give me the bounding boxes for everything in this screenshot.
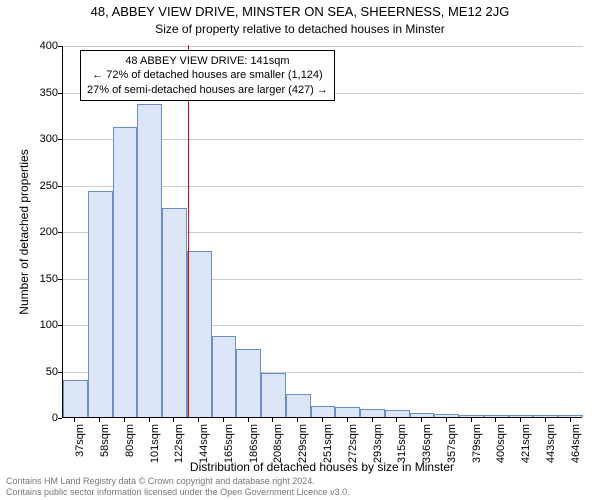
x-tick-mark bbox=[149, 418, 150, 422]
x-tick-label: 400sqm bbox=[495, 424, 507, 464]
y-tick-label: 400 bbox=[22, 40, 58, 52]
histogram-bar bbox=[311, 406, 336, 417]
footer-line-2: Contains public sector information licen… bbox=[6, 487, 350, 498]
annotation-box: 48 ABBEY VIEW DRIVE: 141sqm← 72% of deta… bbox=[80, 50, 335, 101]
plot-area bbox=[62, 46, 582, 418]
y-tick-mark bbox=[58, 279, 62, 280]
x-tick-label: 421sqm bbox=[520, 424, 532, 464]
annotation-line: ← 72% of detached houses are smaller (1,… bbox=[87, 68, 328, 82]
y-tick-mark bbox=[58, 186, 62, 187]
histogram-bar bbox=[509, 415, 534, 417]
x-tick-label: 101sqm bbox=[149, 424, 161, 464]
x-tick-mark bbox=[446, 418, 447, 422]
x-tick-mark bbox=[272, 418, 273, 422]
x-tick-label: 122sqm bbox=[173, 424, 185, 464]
x-tick-mark bbox=[421, 418, 422, 422]
y-tick-label: 150 bbox=[22, 273, 58, 285]
x-tick-mark bbox=[297, 418, 298, 422]
y-tick-mark bbox=[58, 325, 62, 326]
x-tick-mark bbox=[99, 418, 100, 422]
x-tick-label: 293sqm bbox=[372, 424, 384, 464]
histogram-bar bbox=[212, 336, 237, 417]
x-tick-mark bbox=[74, 418, 75, 422]
x-tick-label: 37sqm bbox=[74, 424, 86, 464]
y-tick-label: 50 bbox=[22, 366, 58, 378]
y-tick-label: 200 bbox=[22, 226, 58, 238]
x-tick-label: 272sqm bbox=[347, 424, 359, 464]
histogram-bar bbox=[88, 191, 113, 417]
x-tick-mark bbox=[396, 418, 397, 422]
chart-subtitle: Size of property relative to detached ho… bbox=[0, 22, 600, 36]
x-tick-mark bbox=[545, 418, 546, 422]
x-tick-label: 165sqm bbox=[223, 424, 235, 464]
y-tick-mark bbox=[58, 46, 62, 47]
footer-text: Contains HM Land Registry data © Crown c… bbox=[6, 476, 350, 498]
y-tick-mark bbox=[58, 418, 62, 419]
y-tick-label: 300 bbox=[22, 133, 58, 145]
histogram-bar bbox=[410, 413, 435, 417]
x-tick-mark bbox=[198, 418, 199, 422]
histogram-bar bbox=[434, 414, 459, 417]
histogram-bar bbox=[137, 104, 162, 417]
y-tick-label: 350 bbox=[22, 87, 58, 99]
x-tick-label: 208sqm bbox=[272, 424, 284, 464]
histogram-bar bbox=[63, 380, 88, 417]
chart-title: 48, ABBEY VIEW DRIVE, MINSTER ON SEA, SH… bbox=[0, 4, 600, 19]
x-tick-label: 336sqm bbox=[421, 424, 433, 464]
y-tick-mark bbox=[58, 93, 62, 94]
x-tick-label: 58sqm bbox=[99, 424, 111, 464]
y-tick-label: 250 bbox=[22, 180, 58, 192]
x-tick-mark bbox=[471, 418, 472, 422]
chart-container: 48, ABBEY VIEW DRIVE, MINSTER ON SEA, SH… bbox=[0, 0, 600, 500]
x-tick-mark bbox=[124, 418, 125, 422]
gridline bbox=[63, 46, 583, 47]
x-tick-mark bbox=[223, 418, 224, 422]
x-tick-mark bbox=[322, 418, 323, 422]
y-tick-mark bbox=[58, 372, 62, 373]
histogram-bar bbox=[113, 127, 138, 417]
annotation-line: 27% of semi-detached houses are larger (… bbox=[87, 83, 328, 97]
histogram-bar bbox=[261, 373, 286, 417]
y-tick-mark bbox=[58, 232, 62, 233]
x-tick-label: 144sqm bbox=[198, 424, 210, 464]
x-tick-label: 464sqm bbox=[570, 424, 582, 464]
histogram-bar bbox=[236, 349, 261, 417]
histogram-bar bbox=[187, 251, 212, 417]
x-tick-label: 315sqm bbox=[396, 424, 408, 464]
x-axis-label: Distribution of detached houses by size … bbox=[62, 460, 582, 474]
x-tick-label: 80sqm bbox=[124, 424, 136, 464]
y-tick-label: 0 bbox=[22, 412, 58, 424]
x-tick-label: 251sqm bbox=[322, 424, 334, 464]
y-tick-mark bbox=[58, 139, 62, 140]
x-tick-mark bbox=[570, 418, 571, 422]
x-tick-mark bbox=[495, 418, 496, 422]
x-tick-mark bbox=[347, 418, 348, 422]
histogram-bar bbox=[484, 415, 509, 417]
histogram-bar bbox=[162, 208, 187, 417]
x-tick-label: 229sqm bbox=[297, 424, 309, 464]
x-tick-label: 379sqm bbox=[471, 424, 483, 464]
x-tick-mark bbox=[372, 418, 373, 422]
footer-line-1: Contains HM Land Registry data © Crown c… bbox=[6, 476, 350, 487]
histogram-bar bbox=[533, 415, 558, 417]
annotation-line: 48 ABBEY VIEW DRIVE: 141sqm bbox=[87, 54, 328, 68]
x-tick-mark bbox=[248, 418, 249, 422]
histogram-bar bbox=[335, 407, 360, 417]
x-tick-label: 186sqm bbox=[248, 424, 260, 464]
histogram-bar bbox=[360, 409, 385, 417]
histogram-bar bbox=[385, 410, 410, 417]
x-tick-label: 443sqm bbox=[545, 424, 557, 464]
y-tick-label: 100 bbox=[22, 319, 58, 331]
x-tick-mark bbox=[520, 418, 521, 422]
histogram-bar bbox=[459, 415, 484, 417]
histogram-bar bbox=[286, 394, 311, 417]
x-tick-label: 357sqm bbox=[446, 424, 458, 464]
x-tick-mark bbox=[173, 418, 174, 422]
histogram-bar bbox=[558, 415, 583, 417]
